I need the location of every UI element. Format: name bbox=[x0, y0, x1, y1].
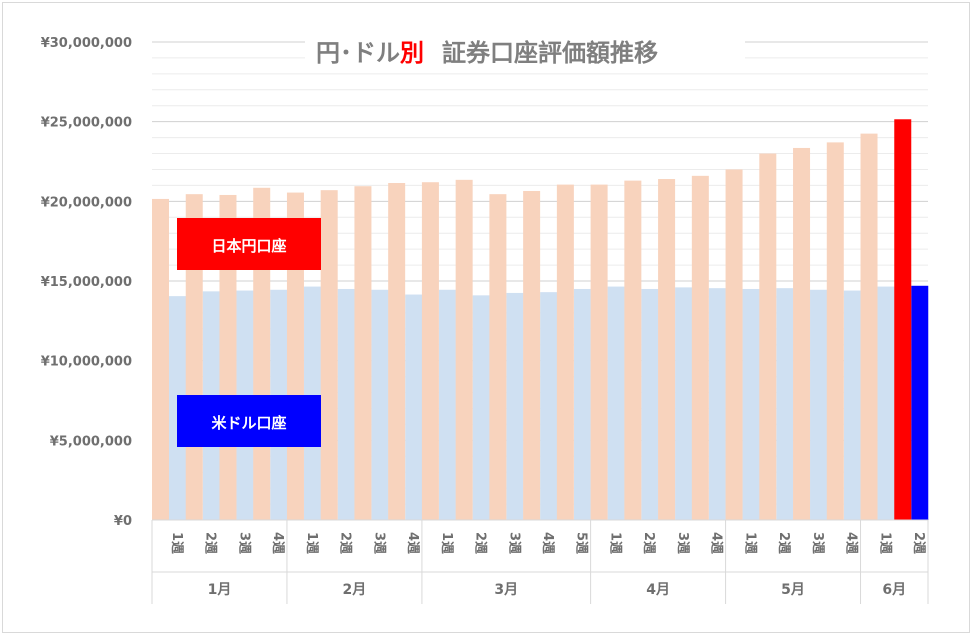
y-tick-label: ¥25,000,000 bbox=[41, 116, 132, 131]
y-tick-label: ¥5,000,000 bbox=[50, 434, 132, 449]
month-label: 1月 bbox=[208, 582, 232, 598]
week-label: 3週 bbox=[506, 532, 521, 554]
x-axis: 1週 2週 3週 4週 1月 1週 2週 3週 4週 2月 1週 2週 3週 4週 5週 3月 1週 2週 3週 4週… bbox=[151, 519, 929, 604]
bar-usd bbox=[472, 295, 490, 520]
week-label: 2週 bbox=[911, 532, 926, 554]
legend-usd-box bbox=[177, 395, 321, 447]
week-label: 3週 bbox=[236, 532, 251, 554]
y-tick-label: ¥0 bbox=[114, 514, 132, 529]
bars bbox=[152, 119, 929, 521]
week-label: 2週 bbox=[473, 532, 488, 554]
month-label: 3月 bbox=[494, 582, 518, 598]
bar-usd bbox=[607, 286, 625, 520]
week-label: 3週 bbox=[675, 532, 690, 554]
bar-yen bbox=[556, 184, 574, 520]
y-tick-label: ¥10,000,000 bbox=[41, 355, 132, 370]
week-label: 1週 bbox=[439, 532, 454, 554]
bar-yen bbox=[455, 179, 473, 520]
y-tick-label: ¥30,000,000 bbox=[41, 36, 132, 51]
bar-yen bbox=[354, 186, 372, 521]
week-label: 4週 bbox=[405, 532, 420, 554]
bar-yen bbox=[421, 182, 439, 521]
bar-yen bbox=[658, 179, 676, 520]
legend-usd-label: 米ドル口座 bbox=[211, 414, 286, 432]
legend-yen: 日本円口座 bbox=[177, 218, 321, 270]
bar-usd bbox=[337, 288, 355, 520]
bar-usd bbox=[810, 289, 828, 520]
bar-yen bbox=[894, 119, 912, 520]
week-label: 4週 bbox=[540, 532, 555, 554]
week-label: 4週 bbox=[270, 532, 285, 554]
y-tick-label: ¥15,000,000 bbox=[41, 275, 132, 290]
bar-yen bbox=[523, 190, 541, 520]
month-label: 2月 bbox=[343, 582, 367, 598]
title-part-2: 別 bbox=[400, 39, 424, 67]
week-label: 2週 bbox=[641, 532, 656, 554]
month-label: 5月 bbox=[781, 582, 805, 598]
bar-usd bbox=[877, 286, 895, 520]
bar-yen bbox=[725, 169, 743, 520]
week-label: 2週 bbox=[203, 532, 218, 554]
bar-usd bbox=[506, 292, 524, 520]
bar-usd bbox=[708, 288, 726, 520]
bar-usd bbox=[843, 290, 861, 520]
bar-yen bbox=[826, 142, 844, 520]
bar-yen bbox=[320, 190, 338, 520]
legend-yen-label: 日本円口座 bbox=[211, 237, 286, 255]
bar-yen bbox=[860, 133, 878, 520]
title-part-3: 証券口座評価額推移 bbox=[442, 39, 658, 67]
y-tick-label: ¥20,000,000 bbox=[41, 195, 132, 210]
week-label: 1週 bbox=[169, 532, 184, 554]
bar-yen bbox=[691, 175, 709, 520]
month-label: 6月 bbox=[882, 582, 906, 598]
week-label: 1週 bbox=[877, 532, 892, 554]
bar-usd bbox=[405, 294, 423, 520]
week-label: 1週 bbox=[607, 532, 622, 554]
title-part-1: 円･ドル bbox=[316, 39, 400, 67]
bar-yen bbox=[624, 180, 642, 520]
week-label: 5週 bbox=[574, 532, 589, 554]
week-label: 1週 bbox=[742, 532, 757, 554]
bar-usd bbox=[776, 288, 794, 520]
bar-usd bbox=[911, 285, 929, 520]
week-label: 3週 bbox=[371, 532, 386, 554]
bar-usd bbox=[438, 289, 456, 520]
bar-usd bbox=[573, 288, 591, 520]
y-axis: ¥0 ¥5,000,000 ¥10,000,000 ¥15,000,000 ¥20,00… bbox=[41, 36, 132, 529]
week-label: 2週 bbox=[776, 532, 791, 554]
week-label: 2週 bbox=[338, 532, 353, 554]
bar-usd bbox=[641, 288, 659, 520]
bar-yen bbox=[793, 147, 811, 520]
bar-yen bbox=[759, 153, 777, 521]
week-label: 3週 bbox=[810, 532, 825, 554]
bar-yen bbox=[590, 184, 608, 520]
bar-yen bbox=[489, 194, 507, 520]
legend-yen-box bbox=[177, 218, 321, 270]
bar-usd bbox=[742, 288, 760, 520]
bar-usd bbox=[540, 292, 558, 520]
bar-usd bbox=[675, 287, 693, 520]
bar-yen bbox=[388, 183, 406, 520]
week-label: 4週 bbox=[844, 532, 859, 554]
month-label: 4月 bbox=[646, 582, 670, 598]
week-label: 4週 bbox=[709, 532, 724, 554]
legend-usd: 米ドル口座 bbox=[177, 395, 321, 447]
bar-yen bbox=[152, 198, 169, 520]
week-label: 1週 bbox=[304, 532, 319, 554]
chart-title: 円･ドル別 証券口座評価額推移 bbox=[305, 32, 745, 72]
bar-usd bbox=[371, 289, 389, 520]
